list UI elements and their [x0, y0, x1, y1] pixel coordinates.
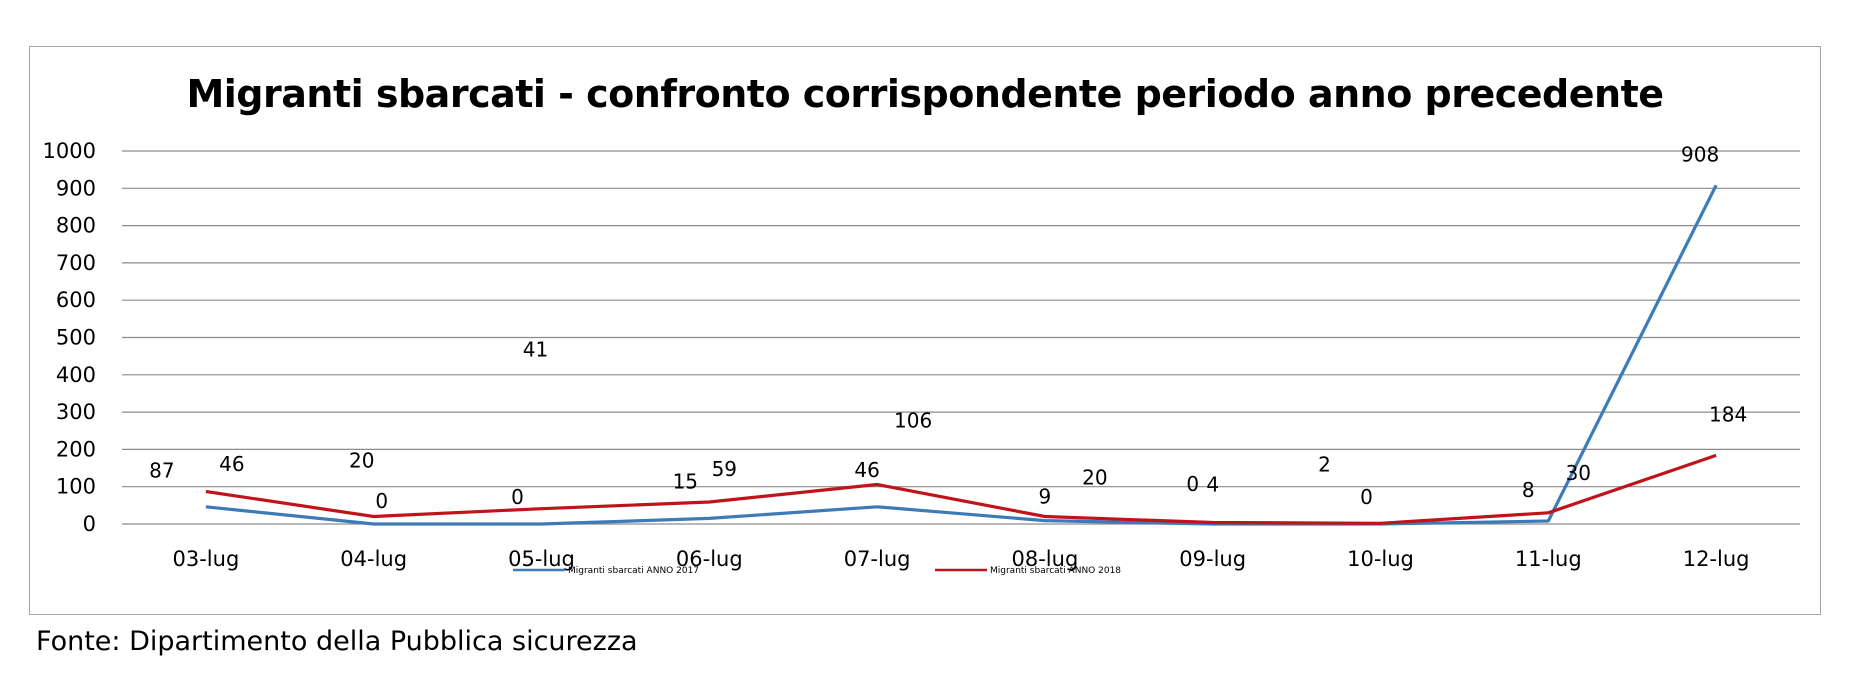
gridlines — [122, 150, 1800, 525]
data-label-series-1: 46 — [854, 458, 879, 482]
x-tick-label: 11-lug — [1515, 547, 1582, 571]
legend-label-1: Migranti sbarcati ANNO 2017 — [568, 566, 699, 576]
y-tick-label: 1000 — [43, 139, 96, 163]
data-label-series-2: 4 — [1206, 473, 1219, 497]
chart-title: Migranti sbarcati - confronto corrispond… — [186, 72, 1664, 116]
data-label-series-2: 106 — [894, 408, 932, 432]
data-label-series-2: 20 — [349, 449, 374, 473]
x-tick-label: 03-lug — [173, 547, 240, 571]
data-label-series-1: 908 — [1681, 142, 1719, 166]
x-tick-label: 04-lug — [340, 547, 407, 571]
x-tick-label: 05-lug — [508, 547, 575, 571]
data-label-series-2: 87 — [149, 459, 174, 483]
data-label-series-2: 41 — [523, 338, 548, 362]
data-label-series-1: 0 — [511, 485, 524, 509]
y-tick-label: 200 — [56, 437, 96, 461]
x-axis-ticks: 03-lug 04-lug 05-lug 06-lug 07-lug 08-lug 09-l… — [173, 547, 1750, 571]
data-label-series-1: 0 — [1186, 472, 1199, 496]
y-tick-label: 600 — [56, 288, 96, 312]
x-tick-label: 10-lug — [1347, 547, 1414, 571]
x-tick-label: 06-lug — [676, 547, 743, 571]
legend: Migranti sbarcati ANNO 2017 Migranti sbar… — [513, 566, 1121, 576]
data-label-series-1: 8 — [1522, 478, 1535, 502]
legend-label-2: Migranti sbarcati ANNO 2018 — [990, 566, 1121, 576]
y-tick-label: 800 — [56, 214, 96, 238]
y-tick-label: 900 — [56, 176, 96, 200]
y-tick-label: 100 — [56, 475, 96, 499]
x-tick-label: 12-lug — [1683, 547, 1750, 571]
y-tick-label: 0 — [83, 512, 96, 536]
y-tick-label: 400 — [56, 363, 96, 387]
data-label-series-1: 46 — [219, 452, 244, 476]
x-tick-label: 07-lug — [844, 547, 911, 571]
data-label-series-1: 15 — [673, 469, 698, 493]
source-note: Fonte: Dipartimento della Pubblica sicur… — [36, 626, 638, 657]
y-tick-label: 300 — [56, 400, 96, 424]
data-labels: 46 0 0 15 46 9 0 0 8 908 87 20 41 59 106 20 4 2 30 184 — [149, 142, 1747, 513]
series-line-1 — [205, 184, 1718, 526]
data-label-series-2: 30 — [1566, 461, 1591, 485]
x-tick-label: 08-lug — [1012, 547, 1079, 571]
x-tick-label: 09-lug — [1179, 547, 1246, 571]
data-label-series-2: 184 — [1709, 402, 1747, 426]
y-tick-label: 500 — [56, 326, 96, 350]
data-label-series-1: 9 — [1039, 485, 1052, 509]
y-tick-label: 700 — [56, 251, 96, 275]
series-line-2 — [205, 453, 1717, 525]
data-label-series-2: 2 — [1318, 452, 1331, 476]
y-axis-ticks: 0 100 200 300 400 500 600 700 800 900 1000 — [43, 139, 96, 536]
data-label-series-1: 0 — [1360, 485, 1373, 509]
data-label-series-2: 59 — [712, 457, 737, 481]
data-label-series-1: 0 — [375, 489, 388, 513]
data-label-series-2: 20 — [1082, 466, 1107, 490]
series-lines — [205, 184, 1718, 526]
